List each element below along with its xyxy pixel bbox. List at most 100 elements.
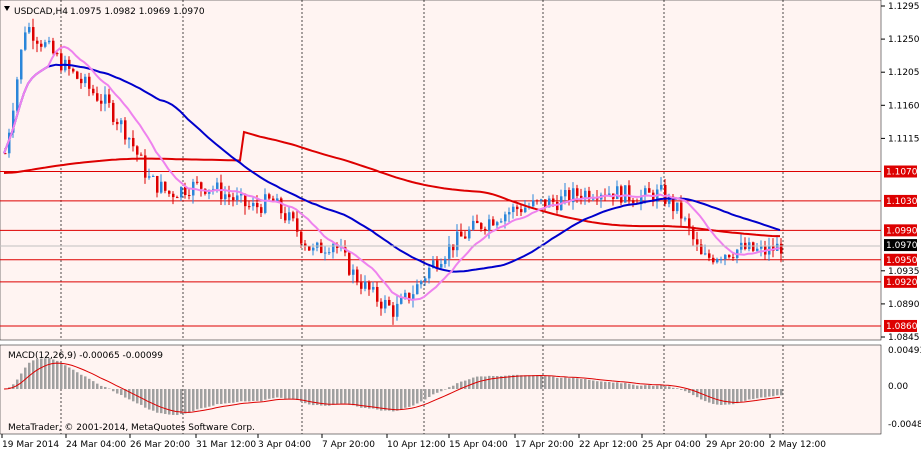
candle-body [440,263,443,268]
macd-bar [352,389,355,406]
macd-bar [316,389,319,405]
macd-bar [712,389,715,404]
candle-body [156,176,159,193]
macd-bar [648,385,651,389]
candle-body [488,219,491,231]
macd-bar [268,389,271,399]
macd-bar [192,389,195,411]
candle-body [56,53,59,55]
macd-bar [272,389,275,399]
macd-bar [416,389,419,404]
price-panel[interactable] [0,0,882,341]
macd-bar [632,384,635,389]
price-tick-label: 1.1160 [888,101,920,111]
macd-bar [604,381,607,389]
macd-bar [404,389,407,408]
candle-body [20,49,23,80]
time-tick-label: 3 Apr 04:00 [258,440,311,450]
macd-bar [692,389,695,396]
candlesticks [4,18,783,325]
candle-body [44,42,47,47]
macd-bar [280,389,283,398]
macd-bar [372,389,375,409]
time-tick-label: 22 Apr 12:00 [579,440,638,450]
candle-body [88,76,91,89]
time-axis[interactable]: 19 Mar 2014 24 Mar 04:00 26 Mar 20:00 31 Ma… [1,434,826,450]
macd-bar [560,377,563,389]
macd-bar [512,374,515,389]
macd-bar [256,389,259,401]
candle-body [288,212,291,221]
candle-body [276,198,279,203]
candle-body [80,78,83,84]
candle-body [472,220,475,230]
macd-bar [628,383,631,389]
macd-bar [328,389,331,406]
macd-bar [320,389,323,406]
candle-body [700,244,703,255]
macd-bar [120,389,123,395]
candle-body [704,253,707,255]
macd-bar [620,383,623,389]
chart-dropdown-icon[interactable] [4,6,10,11]
candle-body [448,244,451,259]
candle-body [384,299,387,309]
macd-bar [276,389,279,398]
macd-bar [556,377,559,389]
candle-body [504,214,507,222]
level-badge [884,194,917,207]
macd-bar [236,389,239,403]
candle-body [308,246,311,251]
macd-bar [344,389,347,404]
macd-bar [400,389,403,410]
price-axis[interactable]: 1.1295 1.1250 1.1205 1.1160 1.1115 1.0935 1.08… [881,2,920,343]
candle-body [596,198,599,200]
candle-body [212,188,215,190]
macd-bar [224,389,227,404]
candle-body [536,200,539,202]
candle-body [592,198,595,200]
macd-bar [544,376,547,389]
macd-bar [336,389,339,405]
candle-body [196,181,199,183]
macd-bar [252,389,255,402]
macd-bar [200,389,203,409]
candle-body [388,299,391,306]
candle-body [676,202,679,212]
macd-bar [452,385,455,389]
candle-body [580,195,583,200]
horizontal-levels[interactable]: 1.1070 1.1030 1.0990 1.0950 1.0920 1.0860 1.09… [0,165,918,332]
macd-bar [732,389,735,405]
candle-body [540,199,543,201]
candle-body [632,200,635,203]
macd-bar [376,389,379,410]
candle-body [172,193,175,198]
copyright-text: MetaTrader, © 2001-2014, MetaQuotes Soft… [8,423,255,433]
macd-bar [104,386,107,389]
macd-bar [696,389,699,398]
candle-body [52,40,55,54]
candle-body [548,198,551,208]
macd-bar [668,386,671,389]
candle-body [756,248,759,251]
macd-bar [144,389,147,408]
candle-body [188,195,191,197]
macd-bar [196,389,199,410]
macd-bar [172,389,175,415]
macd-axis: 0.00493 0.00 -0.00482 [888,346,921,430]
macd-bar [676,388,679,389]
candle-body [32,27,35,41]
candle-body [688,218,691,229]
candle-body [292,212,295,219]
macd-bar [368,389,371,409]
macd-bar [72,369,75,389]
candle-body [16,79,19,111]
macd-signal-line [3,362,781,413]
macd-bar [284,389,287,399]
candle-body [152,176,155,178]
macd-bar [680,389,683,390]
candle-body [380,301,383,309]
candle-body [428,267,431,279]
